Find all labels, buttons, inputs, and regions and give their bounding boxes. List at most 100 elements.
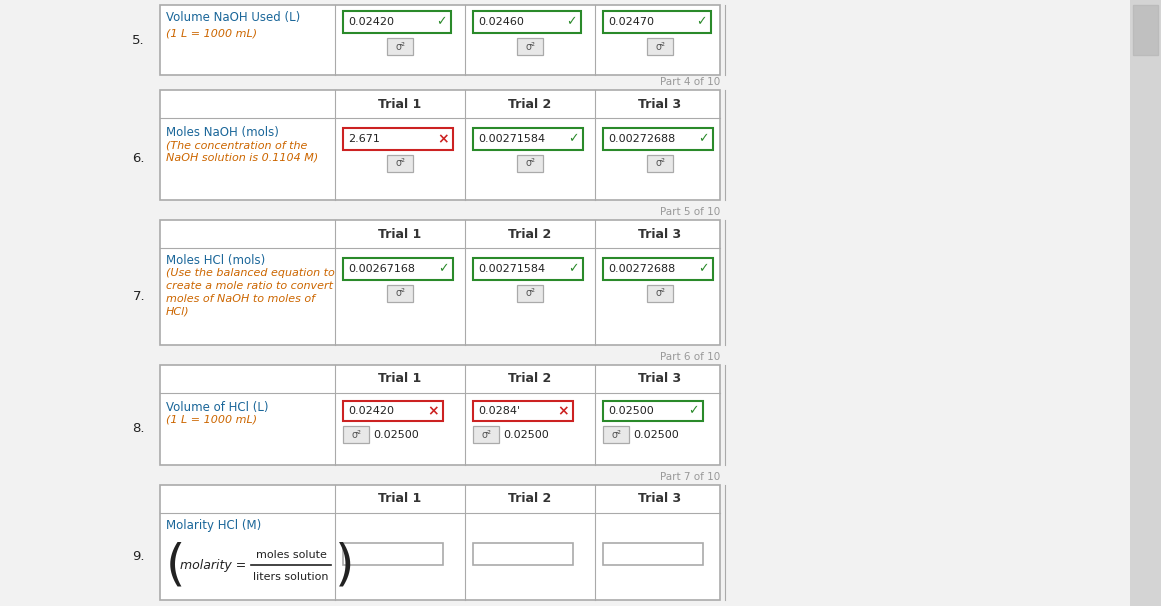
Bar (603, 401, 704, 421)
Text: ✓: ✓ (438, 262, 448, 276)
Bar (342, 128, 453, 150)
Text: Part 7 of 10: Part 7 of 10 (659, 472, 720, 482)
Text: 2.671: 2.671 (348, 134, 380, 144)
Bar (517, 285, 543, 302)
Text: ✓: ✓ (568, 133, 578, 145)
Bar (1133, 5, 1158, 55)
Text: NaOH solution is 0.1104 M): NaOH solution is 0.1104 M) (166, 153, 318, 163)
Text: Trial 3: Trial 3 (639, 373, 682, 385)
Text: ×: × (557, 404, 569, 418)
Bar (160, 90, 720, 200)
Bar (517, 38, 543, 55)
Text: 0.00267168: 0.00267168 (348, 264, 414, 274)
Text: σ²: σ² (611, 430, 621, 439)
Bar (342, 426, 369, 443)
Text: Trial 2: Trial 2 (509, 98, 551, 110)
Text: Molarity HCl (M): Molarity HCl (M) (166, 519, 261, 532)
Text: σ²: σ² (525, 288, 535, 299)
Text: 5.: 5. (132, 33, 145, 47)
Text: σ²: σ² (351, 430, 361, 439)
Bar (603, 11, 711, 33)
Text: σ²: σ² (395, 159, 405, 168)
Text: Trial 2: Trial 2 (509, 227, 551, 241)
Text: 9.: 9. (132, 550, 145, 563)
Text: 6.: 6. (132, 153, 145, 165)
Bar (517, 155, 543, 172)
Text: (The concentration of the: (The concentration of the (166, 140, 308, 150)
Bar (603, 128, 713, 150)
Text: ✓: ✓ (435, 16, 446, 28)
Bar (647, 38, 673, 55)
Bar (473, 543, 574, 565)
Bar (473, 11, 580, 33)
Text: 8.: 8. (132, 422, 145, 436)
Text: 0.02420: 0.02420 (348, 406, 394, 416)
Text: Trial 1: Trial 1 (378, 227, 421, 241)
Bar (387, 285, 413, 302)
Text: σ²: σ² (525, 41, 535, 52)
Bar (342, 401, 444, 421)
Text: ×: × (438, 132, 449, 146)
Bar (473, 426, 499, 443)
Bar (473, 401, 574, 421)
Bar (387, 38, 413, 55)
Bar (342, 258, 453, 280)
Text: 0.02500: 0.02500 (633, 430, 679, 439)
Text: ✓: ✓ (698, 133, 708, 145)
Bar (473, 128, 583, 150)
Text: Part 5 of 10: Part 5 of 10 (659, 207, 720, 217)
Text: HCl): HCl) (166, 307, 189, 317)
Bar (387, 155, 413, 172)
Text: 0.02500: 0.02500 (373, 430, 419, 439)
Text: ✓: ✓ (568, 262, 578, 276)
Bar (647, 155, 673, 172)
Text: Trial 3: Trial 3 (639, 493, 682, 505)
Bar (160, 365, 720, 465)
Text: liters solution: liters solution (253, 572, 329, 582)
Bar (342, 11, 450, 33)
Text: molarity =: molarity = (180, 559, 251, 571)
Text: Volume of HCl (L): Volume of HCl (L) (166, 401, 268, 414)
Text: 7.: 7. (132, 290, 145, 303)
Text: Trial 1: Trial 1 (378, 493, 421, 505)
Text: Trial 2: Trial 2 (509, 493, 551, 505)
Bar (160, 5, 720, 75)
Bar (473, 258, 583, 280)
Text: Trial 1: Trial 1 (378, 373, 421, 385)
Text: Moles NaOH (mols): Moles NaOH (mols) (166, 126, 279, 139)
Text: Trial 3: Trial 3 (639, 98, 682, 110)
Bar (342, 543, 444, 565)
Text: moles solute: moles solute (255, 550, 326, 560)
Text: 0.00272688: 0.00272688 (608, 134, 676, 144)
Text: 0.02460: 0.02460 (478, 17, 524, 27)
Text: σ²: σ² (655, 288, 665, 299)
Text: ✓: ✓ (687, 404, 698, 418)
Text: create a mole ratio to convert: create a mole ratio to convert (166, 281, 333, 291)
Text: Volume NaOH Used (L): Volume NaOH Used (L) (166, 10, 301, 24)
Text: ✓: ✓ (565, 16, 576, 28)
Bar (603, 258, 713, 280)
Text: 0.02470: 0.02470 (608, 17, 654, 27)
Text: moles of NaOH to moles of: moles of NaOH to moles of (166, 294, 315, 304)
Text: (1 L = 1000 mL): (1 L = 1000 mL) (166, 415, 257, 425)
Text: 0.00271584: 0.00271584 (478, 134, 546, 144)
Text: Moles HCl (mols): Moles HCl (mols) (166, 254, 265, 267)
Bar (160, 485, 720, 600)
Bar (160, 220, 720, 345)
Text: ×: × (427, 404, 439, 418)
Text: 0.02420: 0.02420 (348, 17, 394, 27)
Bar (1130, 0, 1161, 606)
Text: σ²: σ² (395, 41, 405, 52)
Text: 0.00272688: 0.00272688 (608, 264, 676, 274)
Text: 0.02500: 0.02500 (608, 406, 654, 416)
Text: 0.02500: 0.02500 (503, 430, 549, 439)
Text: ): ) (336, 541, 354, 589)
Text: σ²: σ² (395, 288, 405, 299)
Text: Part 6 of 10: Part 6 of 10 (659, 352, 720, 362)
Bar (603, 426, 629, 443)
Text: (: ( (166, 541, 186, 589)
Text: Trial 3: Trial 3 (639, 227, 682, 241)
Text: 0.0284': 0.0284' (478, 406, 520, 416)
Text: (Use the balanced equation to: (Use the balanced equation to (166, 268, 334, 278)
Text: 0.00271584: 0.00271584 (478, 264, 546, 274)
